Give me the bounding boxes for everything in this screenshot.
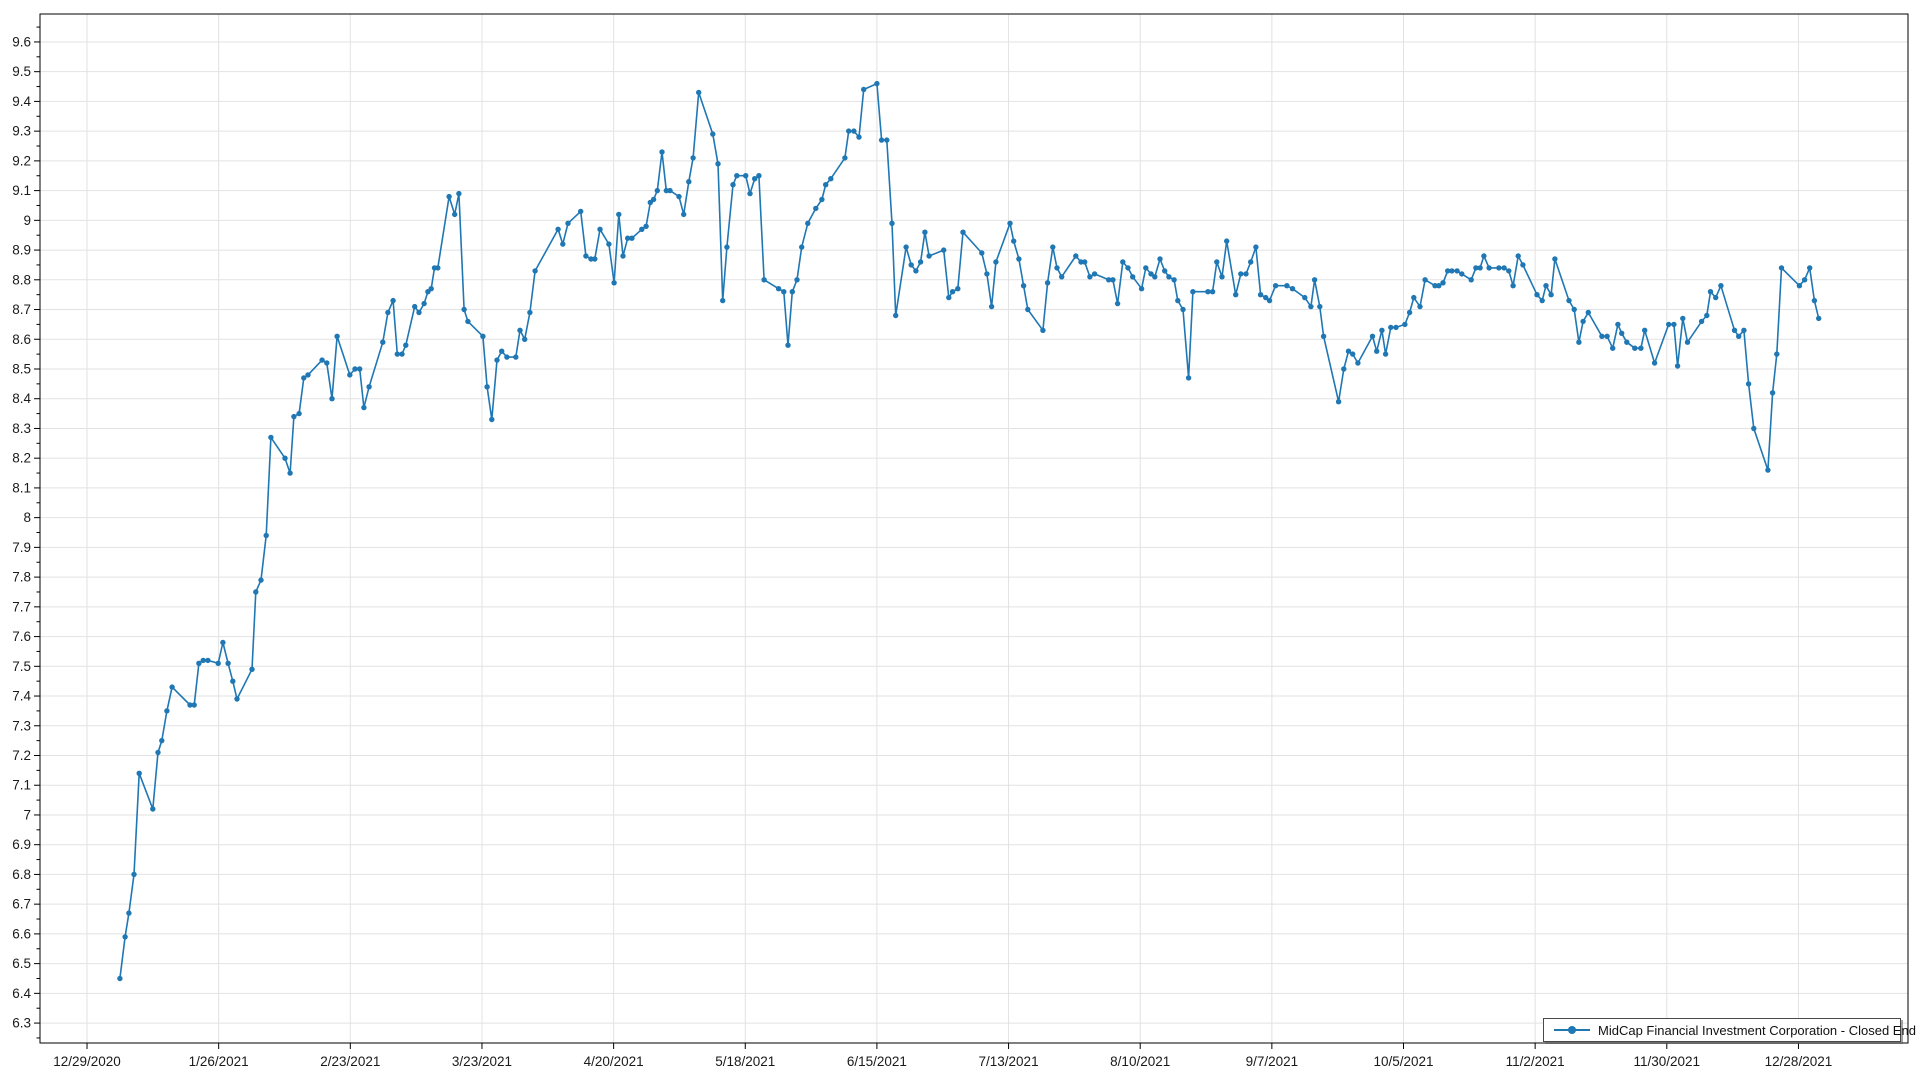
- y-tick-label: 7.6: [12, 629, 31, 644]
- y-tick-label: 8.2: [12, 451, 31, 466]
- x-tick-label: 9/7/2021: [1246, 1054, 1299, 1069]
- legend: MidCap Financial Investment Corporation …: [1543, 1018, 1920, 1042]
- y-tick-label: 8.1: [12, 480, 31, 495]
- y-tick-label: 6.4: [12, 986, 31, 1001]
- y-tick-label: 9.2: [12, 153, 31, 168]
- y-tick-label: 6.9: [12, 837, 31, 852]
- x-tick-label: 6/15/2021: [847, 1054, 907, 1069]
- y-tick-label: 6.8: [12, 867, 31, 882]
- axis-ticks: [34, 26, 1799, 1049]
- y-tick-label: 7: [23, 807, 31, 822]
- y-tick-label: 7.9: [12, 540, 31, 555]
- x-axis-labels: 12/29/2020 1/26/2021 2/23/2021 3/23/2021 4/2…: [53, 1054, 1832, 1069]
- gridlines: [40, 14, 1908, 1043]
- y-tick-label: 8.7: [12, 302, 31, 317]
- x-tick-label: 11/2/2021: [1506, 1054, 1565, 1069]
- y-tick-label: 8.9: [12, 243, 31, 258]
- y-tick-label: 8.6: [12, 332, 31, 347]
- y-tick-label: 7.2: [12, 748, 31, 763]
- y-tick-label: 8.3: [12, 421, 31, 436]
- y-tick-label: 9.5: [12, 64, 31, 79]
- y-tick-label: 8.4: [12, 391, 31, 406]
- x-tick-label: 1/26/2021: [189, 1054, 249, 1069]
- y-tick-label: 8: [23, 510, 31, 525]
- y-tick-label: 6.5: [12, 956, 31, 971]
- x-tick-label: 3/23/2021: [452, 1054, 512, 1069]
- x-tick-label: 11/30/2021: [1634, 1054, 1701, 1069]
- x-tick-label: 5/18/2021: [715, 1054, 775, 1069]
- x-tick-label: 4/20/2021: [584, 1054, 644, 1069]
- y-tick-label: 6.6: [12, 926, 31, 941]
- x-tick-label: 7/13/2021: [979, 1054, 1039, 1069]
- plot-border: [39, 13, 1909, 1044]
- x-tick-label: 12/29/2020: [53, 1054, 121, 1069]
- price-line-markers: [117, 80, 1822, 982]
- y-tick-label: 9.6: [12, 34, 31, 49]
- y-tick-label: 9.3: [12, 124, 31, 139]
- x-tick-label: 8/10/2021: [1110, 1054, 1170, 1069]
- y-tick-label: 9: [23, 213, 31, 228]
- x-tick-label: 12/28/2021: [1765, 1054, 1833, 1069]
- y-tick-label: 7.7: [12, 599, 31, 614]
- y-axis-labels: 9.6 9.5 9.4 9.3 9.2 9.1 9 8.9 8.8 8.7 8.6 8.5 8.4 8.3…: [12, 34, 31, 1030]
- x-tick-label: 2/23/2021: [320, 1054, 380, 1069]
- y-tick-label: 7.4: [12, 689, 31, 704]
- legend-line-marker-icon: [1554, 1025, 1590, 1035]
- y-tick-label: 7.8: [12, 570, 31, 585]
- y-tick-label: 7.5: [12, 659, 31, 674]
- y-tick-label: 7.1: [12, 778, 31, 793]
- x-tick-label: 10/5/2021: [1373, 1054, 1433, 1069]
- y-tick-label: 6.3: [12, 1016, 31, 1031]
- y-tick-label: 8.5: [12, 361, 31, 376]
- y-tick-label: 8.8: [12, 272, 31, 287]
- y-tick-label: 9.1: [12, 183, 31, 198]
- y-tick-label: 6.7: [12, 897, 31, 912]
- legend-series-label: MidCap Financial Investment Corporation …: [1598, 1022, 1920, 1038]
- y-tick-label: 9.4: [12, 94, 31, 109]
- y-tick-label: 7.3: [12, 718, 31, 733]
